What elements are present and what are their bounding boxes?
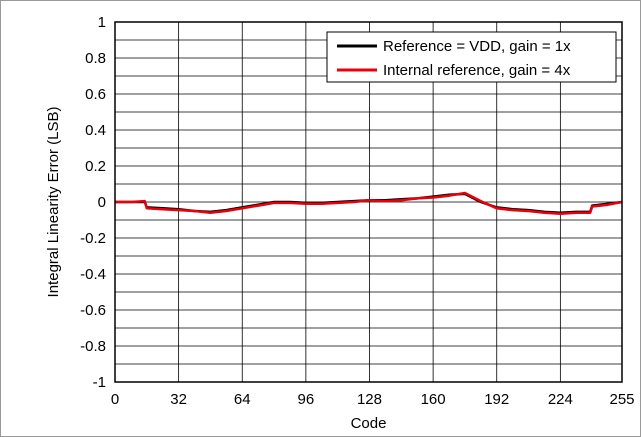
y-tick-label: 0.8 xyxy=(85,50,106,67)
x-tick-label: 255 xyxy=(609,391,634,408)
x-tick-label: 160 xyxy=(421,391,446,408)
y-axis-label: Integral Linearity Error (LSB) xyxy=(45,107,62,298)
legend: Reference = VDD, gain = 1x Internal refe… xyxy=(326,31,617,83)
y-tick-label: 0 xyxy=(98,194,106,211)
y-tick-label: -0.2 xyxy=(80,230,106,247)
y-tick-label: -1 xyxy=(93,374,106,391)
y-tick-label: 0.6 xyxy=(85,86,106,103)
legend-label-internal-reference: Internal reference, gain = 4x xyxy=(383,62,571,79)
x-tick-label: 128 xyxy=(357,391,382,408)
y-tick-label: 1 xyxy=(98,14,106,31)
x-axis-label: Code xyxy=(351,415,387,432)
x-tick-label: 0 xyxy=(111,391,119,408)
x-tick-label: 192 xyxy=(484,391,509,408)
x-tick-label: 32 xyxy=(170,391,187,408)
plot-border xyxy=(114,21,623,383)
y-tick-label: -0.4 xyxy=(80,266,106,283)
legend-label-reference-vdd: Reference = VDD, gain = 1x xyxy=(383,38,571,55)
legend-box xyxy=(326,31,617,83)
y-tick-label: -0.6 xyxy=(80,302,106,319)
tick-labels: 0 32 64 96 128 160 192 224 255 -1 -0.8 -0.6 -0.4 -0.2… xyxy=(80,14,634,408)
series-line-1 xyxy=(115,191,623,215)
x-tick-label: 96 xyxy=(298,391,315,408)
y-tick-label: 0.2 xyxy=(85,158,106,175)
y-tick-label: -0.8 xyxy=(80,338,106,355)
y-tick-label: 0.4 xyxy=(85,122,106,139)
x-tick-label: 64 xyxy=(234,391,251,408)
series-layer xyxy=(115,191,623,215)
x-tick-label: 224 xyxy=(548,391,573,408)
